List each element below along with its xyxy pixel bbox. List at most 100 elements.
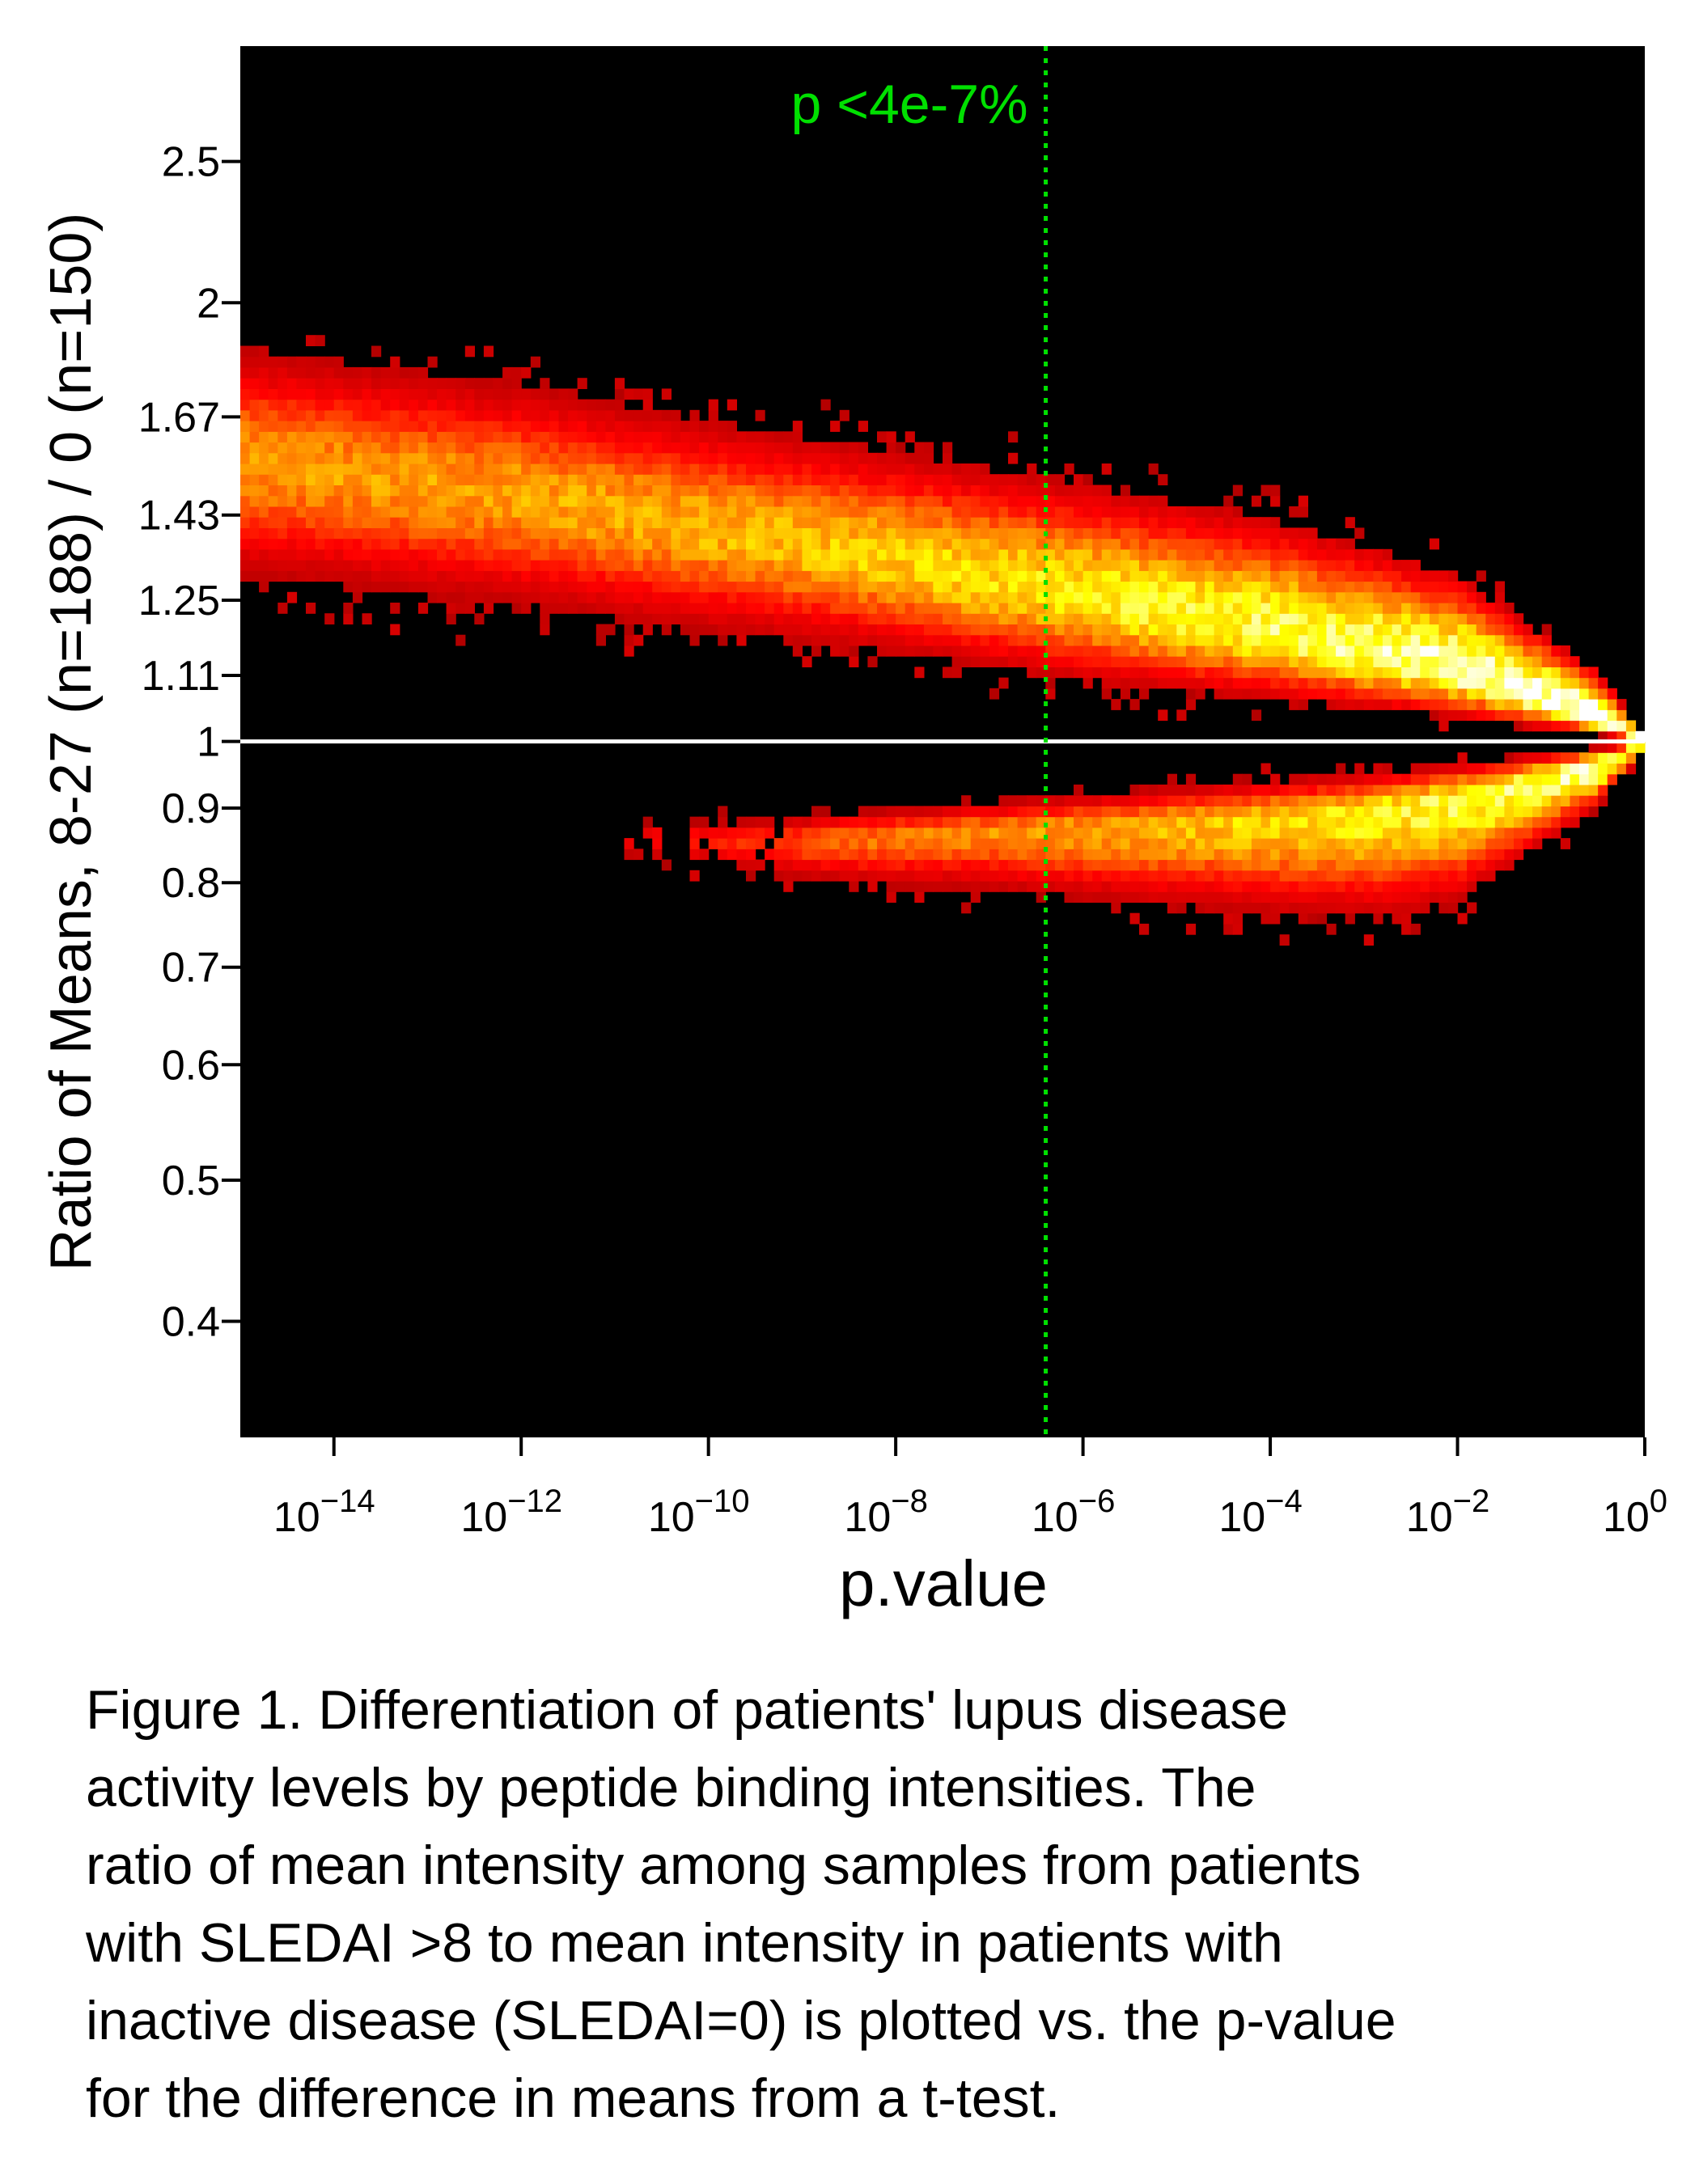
heatmap-cell (1429, 806, 1439, 818)
heatmap-cell (1214, 656, 1224, 667)
heatmap-cell (511, 538, 522, 550)
heatmap-cell (240, 538, 251, 550)
heatmap-cell (858, 463, 868, 475)
heatmap-cell (249, 421, 260, 432)
heatmap-cell (1541, 677, 1552, 689)
heatmap-cell (343, 442, 354, 454)
heatmap-cell (1139, 806, 1150, 818)
heatmap-cell (1195, 816, 1205, 828)
heatmap-cell (943, 506, 953, 518)
heatmap-cell (437, 421, 447, 432)
heatmap-cell (1158, 495, 1168, 507)
heatmap-cell (493, 517, 503, 528)
heatmap-cell (1382, 795, 1393, 806)
x-tick-base: 10 (1603, 1494, 1650, 1541)
heatmap-cell (540, 560, 550, 571)
heatmap-cell (371, 506, 382, 518)
heatmap-cell (1316, 591, 1328, 603)
heatmap-cell (792, 421, 803, 432)
heatmap-cell (268, 560, 278, 571)
heatmap-cell (417, 378, 429, 389)
heatmap-cell (923, 527, 934, 540)
heatmap-cell (587, 452, 597, 464)
heatmap-cell (502, 442, 513, 454)
heatmap-cell (905, 849, 915, 861)
heatmap-cell (1054, 634, 1066, 646)
heatmap-cell (306, 399, 316, 411)
heatmap-cell (1129, 859, 1140, 871)
x-tick-exponent: 0 (1650, 1484, 1667, 1519)
heatmap-cell (1148, 495, 1159, 507)
heatmap-cell (1139, 849, 1150, 861)
heatmap-cell (1420, 656, 1430, 667)
heatmap-cell (1560, 752, 1570, 764)
heatmap-cell (1083, 485, 1093, 497)
heatmap-cell (1429, 591, 1439, 603)
heatmap-cell (1354, 795, 1365, 806)
heatmap-cell (914, 581, 925, 593)
heatmap-cell (1438, 881, 1449, 892)
heatmap-cell (352, 442, 363, 454)
heatmap-cell (1345, 645, 1355, 657)
heatmap-cell (1008, 591, 1019, 603)
heatmap-cell (1588, 752, 1599, 764)
heatmap-cells (240, 335, 1646, 946)
heatmap-cell (933, 881, 943, 892)
heatmap-cell (943, 581, 953, 593)
heatmap-cell (1457, 591, 1468, 603)
heatmap-cell (727, 474, 737, 485)
heatmap-cell (605, 517, 616, 528)
heatmap-cell (1260, 827, 1271, 839)
heatmap-cell (502, 517, 513, 528)
heatmap-cell (1504, 806, 1515, 818)
heatmap-cell (1326, 560, 1337, 571)
heatmap-cell (1251, 902, 1262, 914)
heatmap-cell (409, 506, 419, 518)
heatmap-cell (1260, 795, 1271, 806)
heatmap-cell (989, 581, 1000, 593)
heatmap-cell (820, 591, 831, 603)
heatmap-cell (1242, 688, 1252, 700)
heatmap-cell (689, 506, 700, 518)
heatmap-cell (1027, 827, 1037, 839)
heatmap-cell (268, 548, 278, 561)
heatmap-cell (1167, 816, 1177, 828)
heatmap-cell (661, 570, 672, 582)
heatmap-cell (1279, 634, 1290, 646)
heatmap-cell (689, 517, 700, 528)
heatmap-cell (1260, 538, 1271, 550)
heatmap-cell (1064, 891, 1074, 903)
heatmap-cell (765, 474, 775, 485)
heatmap-cell (1504, 677, 1515, 689)
heatmap-cell (493, 378, 503, 389)
heatmap-cell (1176, 560, 1187, 571)
heatmap-cell (1625, 720, 1637, 732)
heatmap-cell (943, 667, 953, 679)
heatmap-cell (530, 485, 540, 497)
heatmap-cell (1195, 902, 1205, 914)
heatmap-cell (1345, 784, 1355, 796)
heatmap-cell (914, 538, 925, 550)
heatmap-cell (1101, 506, 1112, 518)
heatmap-cell (923, 463, 934, 475)
heatmap-cell (474, 613, 485, 624)
x-tick-exponent: −6 (1078, 1484, 1116, 1519)
heatmap-cell (1392, 560, 1402, 571)
heatmap-cell (943, 442, 953, 454)
heatmap-cell (1054, 474, 1066, 485)
heatmap-cell (1354, 859, 1365, 871)
heatmap-cell (1148, 849, 1159, 861)
heatmap-cell (783, 527, 794, 540)
heatmap-cell (877, 570, 888, 582)
heatmap-cell (1457, 816, 1468, 828)
heatmap-cell (1345, 591, 1355, 603)
heatmap-cell (493, 581, 503, 593)
heatmap-cell (483, 345, 494, 358)
heatmap-cell (1092, 570, 1103, 582)
heatmap-cell (802, 560, 812, 571)
heatmap-cell (1101, 634, 1112, 646)
heatmap-cell (1438, 688, 1449, 700)
heatmap-cell (315, 527, 325, 540)
heatmap-cell (1373, 806, 1383, 818)
heatmap-cell (587, 485, 597, 497)
